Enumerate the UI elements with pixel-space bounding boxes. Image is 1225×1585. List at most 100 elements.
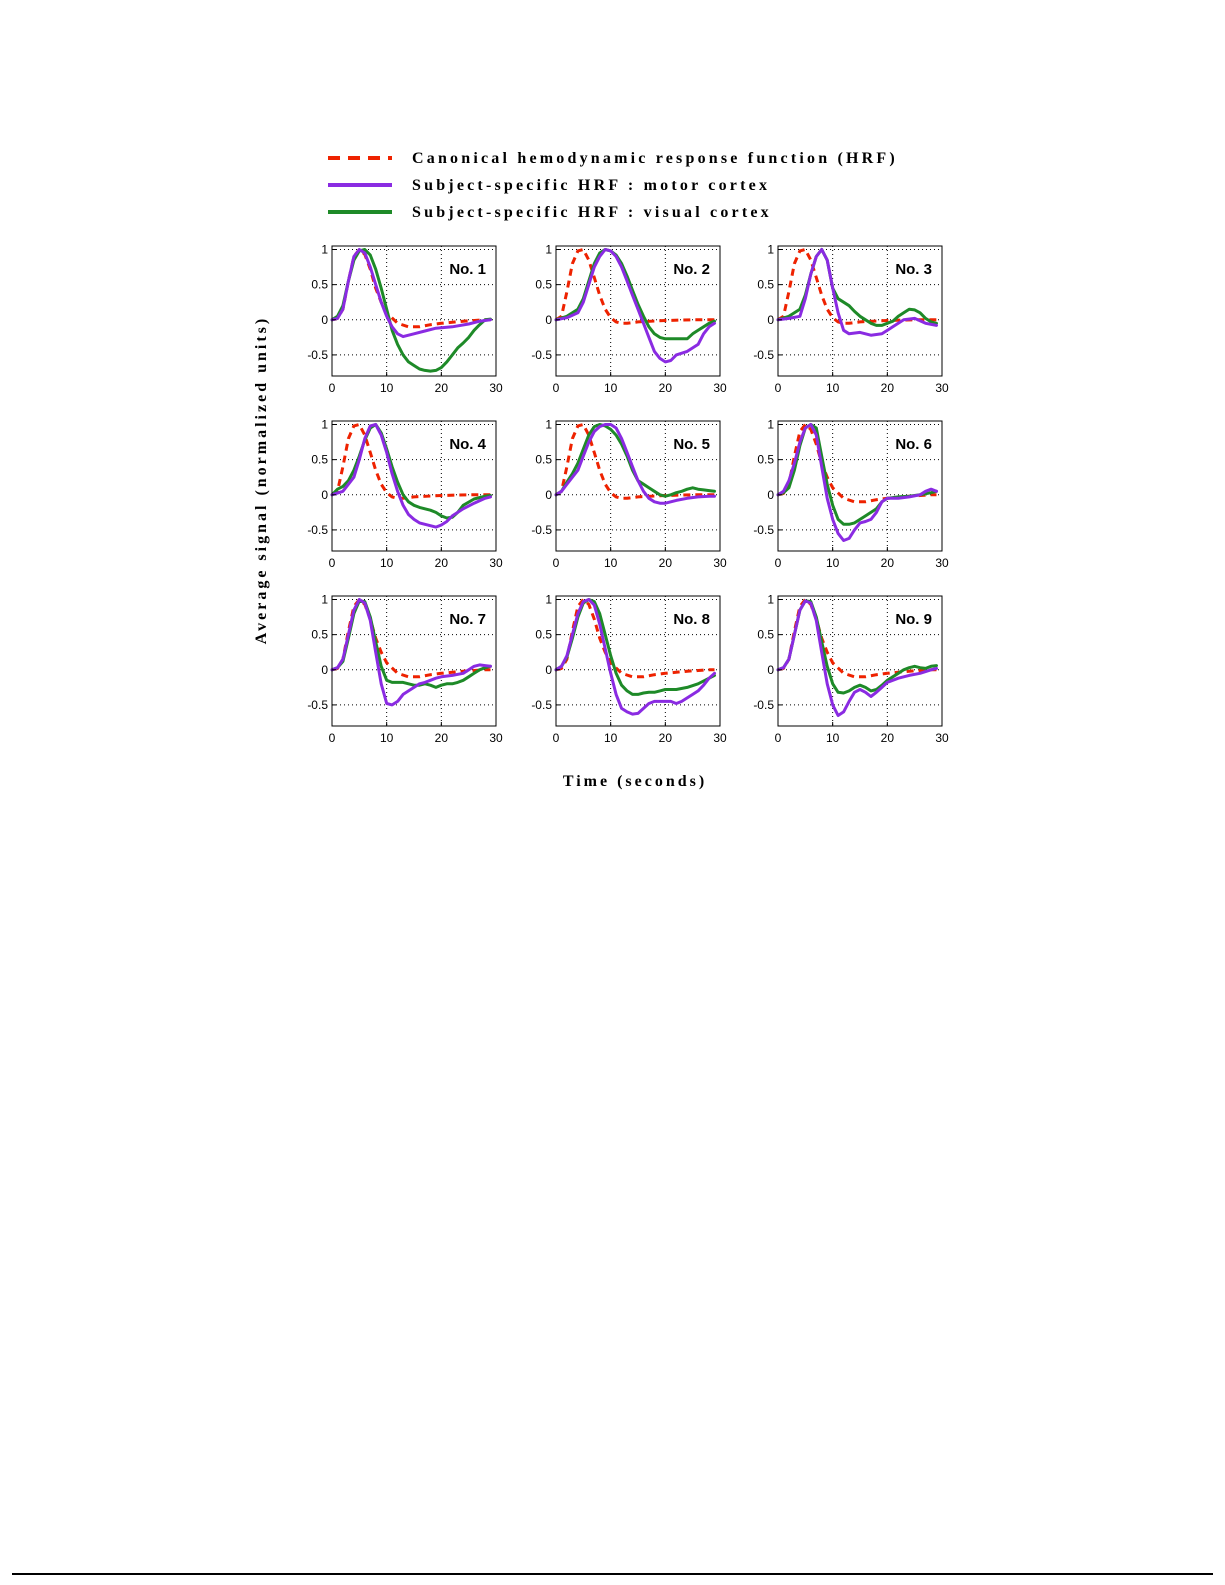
panel-label: No. 7 [449,611,486,628]
series-line-motor [330,423,492,529]
x-tick-label: 20 [659,556,673,570]
panel-label: No. 5 [673,436,710,453]
y-tick-label: -0.5 [753,348,774,362]
y-tick-label: 1 [545,593,552,607]
y-tick-label: -0.5 [307,698,328,712]
y-tick-label: -0.5 [753,523,774,537]
y-tick-label: 0.5 [311,628,328,642]
panel-background [556,421,720,551]
x-tick-label: 0 [329,381,336,395]
panel-label: No. 3 [895,261,932,278]
panel-8: 0 10 20 30 1 0.5 0 -0.5 No. 8 [531,593,727,745]
panel-frame [331,245,497,377]
x-tick-label: 30 [713,381,727,395]
x-tick-label: 10 [826,381,840,395]
y-tick-label: 0 [767,488,774,502]
x-tick-label: 20 [881,731,895,745]
panel-frame [555,245,721,377]
x-tick-label: 10 [604,381,618,395]
x-tick-label: 0 [553,556,560,570]
series-line-motor [554,248,716,364]
panel-4: 0 10 20 30 1 0.5 0 -0.5 No. 4 [307,418,503,570]
panel-frame [331,595,497,727]
x-tick-label: 20 [881,381,895,395]
series-line-motor [330,598,492,707]
y-tick-label: 1 [545,243,552,257]
panel-frame [777,595,943,727]
y-tick-label: 0.5 [535,453,552,467]
panel-7: 0 10 20 30 1 0.5 0 -0.5 No. 7 [307,593,503,745]
series-line-canonical [777,598,937,679]
x-tick-label: 30 [489,381,503,395]
y-tick-label: 0.5 [311,453,328,467]
x-tick-label: 10 [826,731,840,745]
series-line-canonical [555,423,715,500]
x-tick-label: 30 [713,556,727,570]
x-tick-label: 0 [329,556,336,570]
y-tick-label: -0.5 [753,698,774,712]
x-tick-label: 30 [489,556,503,570]
x-tick-label: 30 [713,731,727,745]
panel-background [332,421,496,551]
series-line-motor [330,248,492,339]
series-line-canonical [331,423,491,500]
x-tick-label: 20 [435,381,449,395]
series-line-canonical [777,248,937,325]
y-tick-label: 1 [767,593,774,607]
series-line-motor [776,248,938,337]
panel-frame [555,420,721,552]
panel-frame [777,420,943,552]
y-tick-label: 0 [321,663,328,677]
y-tick-label: 0.5 [535,628,552,642]
y-tick-label: 1 [767,418,774,432]
y-tick-label: -0.5 [531,523,552,537]
y-tick-label: 0 [545,663,552,677]
y-tick-label: 0 [321,313,328,327]
series-line-motor [776,423,938,542]
x-axis-title: Time (seconds) [563,773,707,790]
x-tick-label: 0 [775,381,782,395]
x-tick-label: 0 [553,731,560,745]
legend-label-visual: Subject-specific HRF : visual cortex [412,204,772,221]
y-tick-label: 0.5 [757,278,774,292]
x-tick-label: 30 [935,381,949,395]
x-tick-label: 0 [329,731,336,745]
legend-label-canonical: Canonical hemodynamic response function … [412,150,898,167]
legend-label-motor: Subject-specific HRF : motor cortex [412,177,770,194]
panel-label: No. 9 [895,611,932,628]
y-tick-label: 0 [545,313,552,327]
panel-label: No. 2 [673,261,710,278]
series-line-motor [554,598,716,716]
panel-2: 0 10 20 30 1 0.5 0 -0.5 No. 2 [531,243,727,395]
panel-6: 0 10 20 30 1 0.5 0 -0.5 No. 6 [753,418,949,570]
y-tick-label: 1 [321,418,328,432]
series-line-motor [776,599,938,717]
x-tick-label: 30 [935,731,949,745]
x-tick-label: 0 [553,381,560,395]
y-tick-label: -0.5 [531,348,552,362]
panel-frame [555,595,721,727]
y-tick-label: -0.5 [307,348,328,362]
x-tick-label: 10 [826,556,840,570]
y-tick-label: -0.5 [307,523,328,537]
x-tick-label: 20 [881,556,895,570]
y-tick-label: 0 [545,488,552,502]
y-tick-label: 0 [767,313,774,327]
series-line-canonical [331,598,491,679]
footer-rule [12,1573,1213,1575]
y-tick-label: 1 [321,593,328,607]
y-tick-label: 0.5 [311,278,328,292]
y-tick-label: 0 [321,488,328,502]
x-tick-label: 20 [435,556,449,570]
y-tick-label: 0.5 [757,453,774,467]
panel-label: No. 4 [449,436,486,453]
panel-background [778,421,942,551]
x-tick-label: 10 [604,731,618,745]
panel-1: 0 10 20 30 1 0.5 0 -0.5 No. 1 [307,243,503,395]
panel-label: No. 1 [449,261,486,278]
y-tick-label: 0.5 [757,628,774,642]
series-line-canonical [555,248,715,325]
y-tick-label: -0.5 [531,698,552,712]
